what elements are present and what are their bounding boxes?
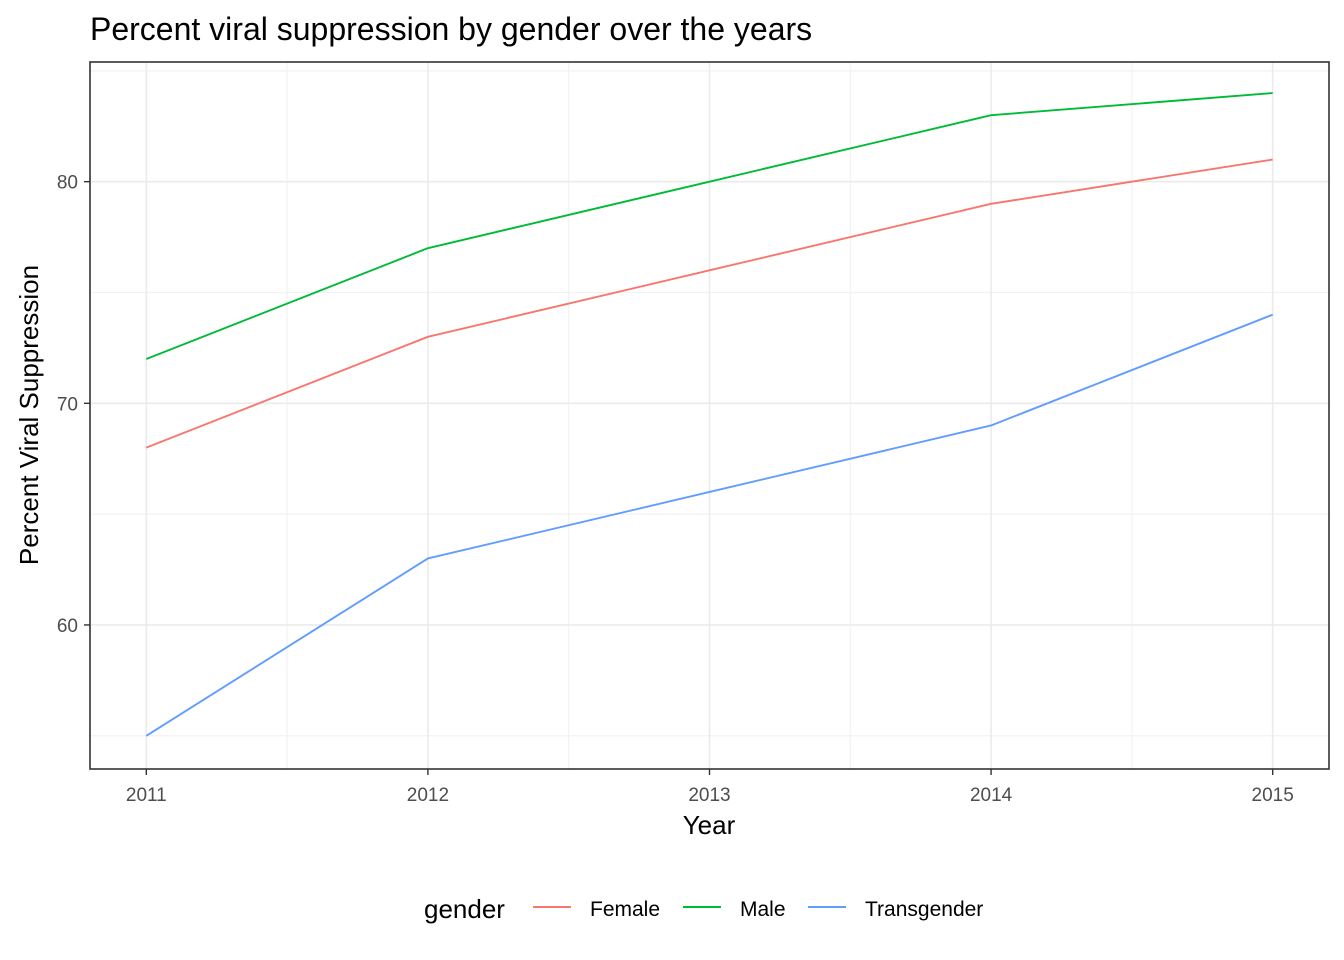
legend-label-transgender: Transgender bbox=[865, 898, 983, 921]
y-tick-label: 80 bbox=[57, 173, 78, 194]
series-lines bbox=[145, 92, 1274, 737]
legend-title: gender bbox=[424, 894, 505, 924]
x-axis-ticks: 2011 2012 2013 2014 2015 bbox=[126, 769, 1294, 806]
series-line-male bbox=[145, 92, 1273, 360]
x-tick-label: 2011 bbox=[126, 785, 167, 806]
x-tick-label: 2013 bbox=[688, 785, 730, 806]
series-line-transgender bbox=[145, 313, 1274, 737]
y-axis-ticks: 60 70 80 bbox=[57, 173, 90, 637]
chart-title: Percent viral suppression by gender over… bbox=[90, 11, 812, 47]
x-axis-title: Year bbox=[683, 810, 736, 840]
x-tick-label: 2012 bbox=[407, 785, 449, 806]
x-tick-label: 2014 bbox=[970, 785, 1013, 806]
x-tick-label: 2015 bbox=[1252, 785, 1294, 806]
y-tick-label: 70 bbox=[57, 394, 78, 415]
legend: gender Female Male Transgender bbox=[424, 894, 983, 924]
legend-label-female: Female bbox=[590, 898, 660, 921]
series-line-female bbox=[145, 158, 1273, 449]
legend-label-male: Male bbox=[740, 898, 786, 921]
major-gridlines bbox=[90, 62, 1329, 769]
y-tick-label: 60 bbox=[57, 616, 78, 637]
y-axis-title: Percent Viral Suppression bbox=[14, 265, 44, 565]
